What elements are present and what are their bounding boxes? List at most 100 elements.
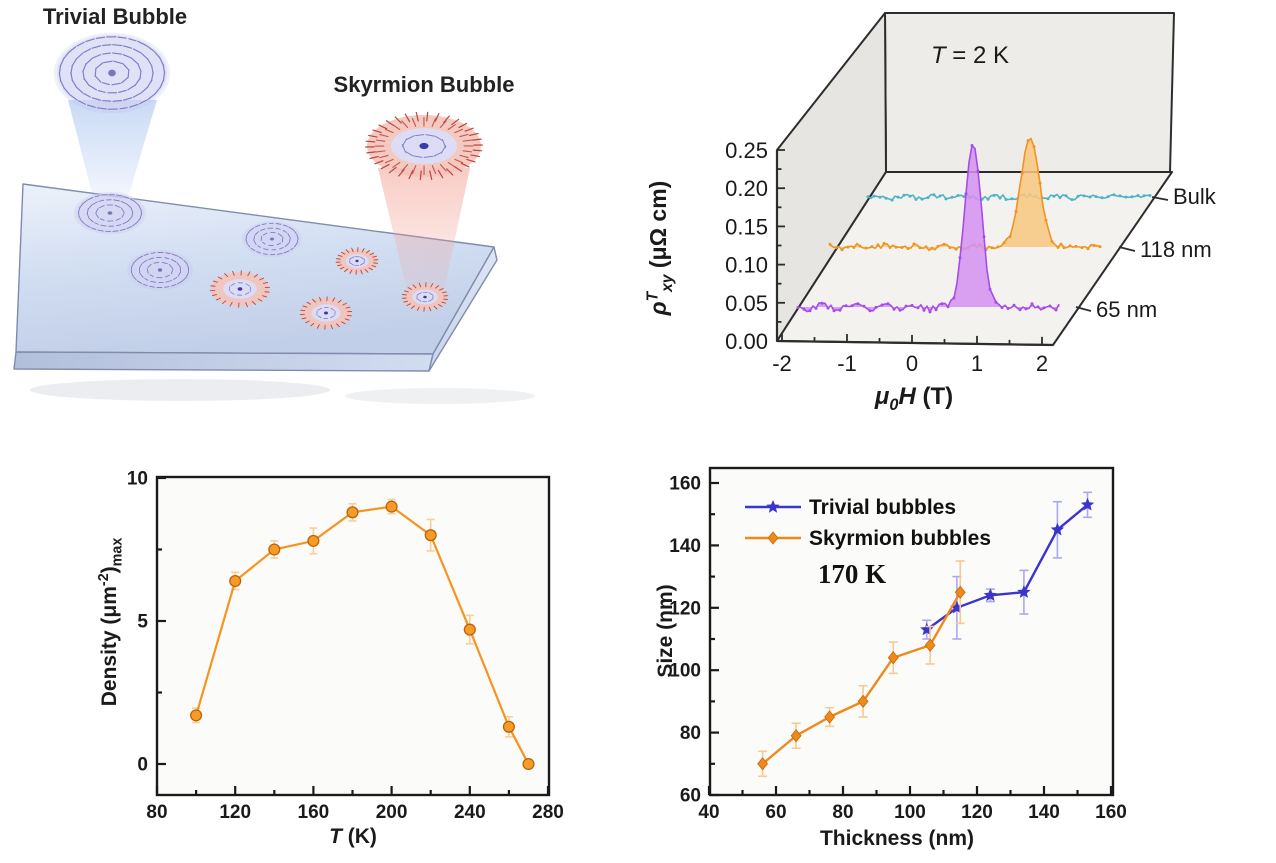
trace-marker bbox=[998, 196, 1002, 200]
trace-marker bbox=[1052, 194, 1056, 198]
spin-arrow bbox=[411, 117, 417, 127]
spin-arrow bbox=[466, 158, 476, 163]
trace-marker bbox=[858, 244, 862, 248]
spin-arrow bbox=[150, 252, 156, 254]
spin-arrow bbox=[116, 224, 122, 227]
trace-marker bbox=[986, 197, 990, 201]
spin-arrow bbox=[247, 271, 251, 277]
spin-arrow bbox=[79, 202, 84, 209]
trace-marker bbox=[878, 195, 882, 199]
spin-arrow bbox=[154, 86, 161, 95]
trace-marker bbox=[1032, 145, 1036, 149]
spin-arrow bbox=[95, 36, 106, 40]
annotation-temperature: 170 K bbox=[818, 559, 886, 589]
spin-arrow bbox=[64, 88, 71, 95]
spin-arrow bbox=[441, 301, 446, 304]
spin-arrow bbox=[419, 170, 422, 181]
spin-arrow bbox=[122, 63, 130, 71]
y-tick-label: 160 bbox=[669, 474, 701, 495]
spin-arrow bbox=[91, 201, 98, 206]
trace-marker bbox=[1018, 308, 1022, 312]
spin-arrow bbox=[92, 54, 102, 59]
skyrmion-bubble-core bbox=[324, 311, 328, 315]
trace-marker bbox=[1008, 235, 1012, 239]
trace-marker bbox=[876, 243, 880, 247]
spin-arrow bbox=[434, 112, 440, 122]
spin-arrow bbox=[132, 92, 141, 98]
trace-marker bbox=[1076, 194, 1080, 198]
spin-arrow bbox=[101, 82, 110, 86]
spin-arrow bbox=[349, 269, 353, 274]
spin-arrow bbox=[148, 257, 155, 260]
spin-arrow bbox=[245, 302, 248, 308]
spin-arrow bbox=[276, 242, 281, 246]
spin-arrow bbox=[132, 222, 138, 227]
density-marker bbox=[190, 709, 203, 722]
spin-arrow bbox=[278, 247, 284, 250]
depth-tick bbox=[1118, 246, 1136, 252]
spin-arrow bbox=[146, 58, 153, 67]
spin-arrow bbox=[120, 200, 127, 204]
spin-arrow bbox=[121, 207, 125, 213]
trace-marker bbox=[1142, 194, 1146, 198]
spin-arrow bbox=[277, 233, 283, 237]
spin-arrow bbox=[414, 134, 425, 137]
trace-line bbox=[798, 143, 1060, 314]
spin-arrow bbox=[275, 223, 282, 225]
diamond-marker bbox=[887, 651, 899, 665]
spin-arrow bbox=[122, 220, 129, 225]
spin-arrow bbox=[344, 318, 350, 321]
spin-arrow bbox=[404, 290, 409, 293]
trace-marker bbox=[912, 242, 916, 246]
y-tick-label: 80 bbox=[680, 723, 701, 744]
spin-arrow bbox=[211, 294, 218, 297]
spin-arrow bbox=[364, 268, 369, 273]
spin-arrow bbox=[88, 84, 98, 91]
spin-arrow bbox=[369, 252, 375, 256]
x-tick-label: 240 bbox=[454, 802, 486, 823]
plot-frame bbox=[155, 475, 551, 797]
spin-arrow bbox=[351, 247, 354, 253]
trace-marker bbox=[882, 242, 886, 245]
spin-arrow bbox=[431, 117, 437, 127]
rho-tick-label: 0.15 bbox=[725, 214, 768, 239]
spin-arrow bbox=[250, 247, 256, 252]
spin-arrow bbox=[131, 262, 135, 268]
trace-marker bbox=[904, 304, 908, 308]
density-marker bbox=[346, 506, 359, 519]
spin-arrow bbox=[140, 52, 149, 60]
spin-arrow bbox=[133, 276, 137, 281]
spin-arrow bbox=[253, 235, 256, 241]
spin-arrow bbox=[293, 242, 298, 248]
spin-arrow bbox=[86, 208, 89, 215]
density-marker bbox=[268, 543, 281, 556]
spin-arrow bbox=[136, 280, 142, 284]
spin-arrow bbox=[113, 199, 120, 202]
spin-arrow bbox=[71, 57, 78, 67]
trace-marker bbox=[958, 256, 962, 260]
spin-arrow bbox=[85, 38, 95, 43]
spin-arrow bbox=[91, 97, 102, 101]
spin-arrow bbox=[134, 77, 141, 87]
trace-marker bbox=[828, 242, 832, 246]
trace-marker bbox=[920, 197, 924, 201]
spin-arrow bbox=[153, 261, 160, 264]
series-skyrmion-bubbles bbox=[757, 560, 966, 778]
plot-frame bbox=[708, 466, 1115, 797]
spin-arrow bbox=[441, 291, 447, 294]
depth-tick bbox=[1075, 306, 1092, 312]
x-tick-label: 280 bbox=[532, 802, 564, 823]
trace-marker bbox=[894, 245, 898, 249]
trace-marker bbox=[864, 246, 868, 250]
spin-arrow bbox=[404, 113, 411, 123]
star-marker bbox=[1050, 522, 1065, 536]
trace-marker bbox=[1020, 171, 1024, 175]
spin-arrow bbox=[144, 278, 149, 281]
spin-arrow bbox=[143, 253, 149, 256]
spin-arrow bbox=[153, 51, 160, 58]
spin-arrow bbox=[337, 254, 343, 257]
trace-marker bbox=[874, 305, 878, 309]
trace-marker bbox=[1098, 245, 1102, 249]
trace-marker bbox=[918, 246, 922, 250]
